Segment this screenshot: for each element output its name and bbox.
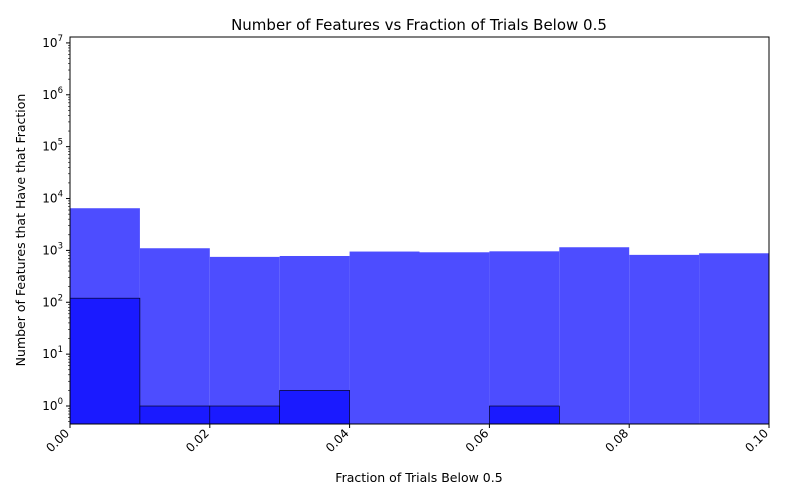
x-tick-label: 0.04: [323, 426, 352, 455]
bar-0-7: [559, 247, 630, 424]
x-tick-label: 0.06: [463, 426, 492, 455]
bar-1-3: [279, 390, 350, 425]
plot-frame: [69, 36, 770, 425]
bar-1-6: [489, 405, 560, 425]
y-tick-label: 103: [42, 241, 63, 257]
bar-0-6: [489, 251, 560, 424]
y-tick-label: 102: [42, 293, 63, 309]
y-tick-label: 105: [42, 138, 63, 154]
y-axis-label: Number of Features that Have that Fracti…: [13, 94, 28, 367]
x-tick-label: 0.02: [183, 426, 212, 455]
y-axis: 100 101 102 103 104 105 106 107: [42, 34, 70, 422]
bar-1-1: [139, 405, 211, 425]
x-tick-label: 0.00: [43, 426, 72, 455]
y-tick-label: 107: [42, 34, 63, 50]
bar-0-1: [139, 248, 210, 424]
bar-0-2: [209, 256, 280, 424]
series-1: [69, 297, 560, 425]
x-tick-label: 0.08: [603, 426, 632, 455]
bar-0-9: [699, 253, 769, 424]
y-tick-label: 104: [42, 190, 63, 206]
histogram-bars: [69, 208, 769, 425]
y-tick-label: 100: [42, 397, 63, 413]
y-tick-label: 106: [42, 86, 63, 102]
bar-0-4: [349, 251, 420, 424]
series-0: [70, 208, 769, 424]
bar-0-8: [629, 254, 700, 424]
x-axis-label: Fraction of Trials Below 0.5: [335, 470, 502, 485]
bar-1-0: [69, 297, 141, 425]
x-axis: 0.00 0.02 0.04 0.06 0.08 0.10: [43, 424, 771, 455]
x-tick-label: 0.10: [742, 426, 771, 455]
y-tick-label: 101: [42, 345, 63, 361]
bar-0-5: [419, 252, 490, 424]
bar-1-2: [209, 405, 281, 425]
chart-title: Number of Features vs Fraction of Trials…: [231, 16, 607, 34]
